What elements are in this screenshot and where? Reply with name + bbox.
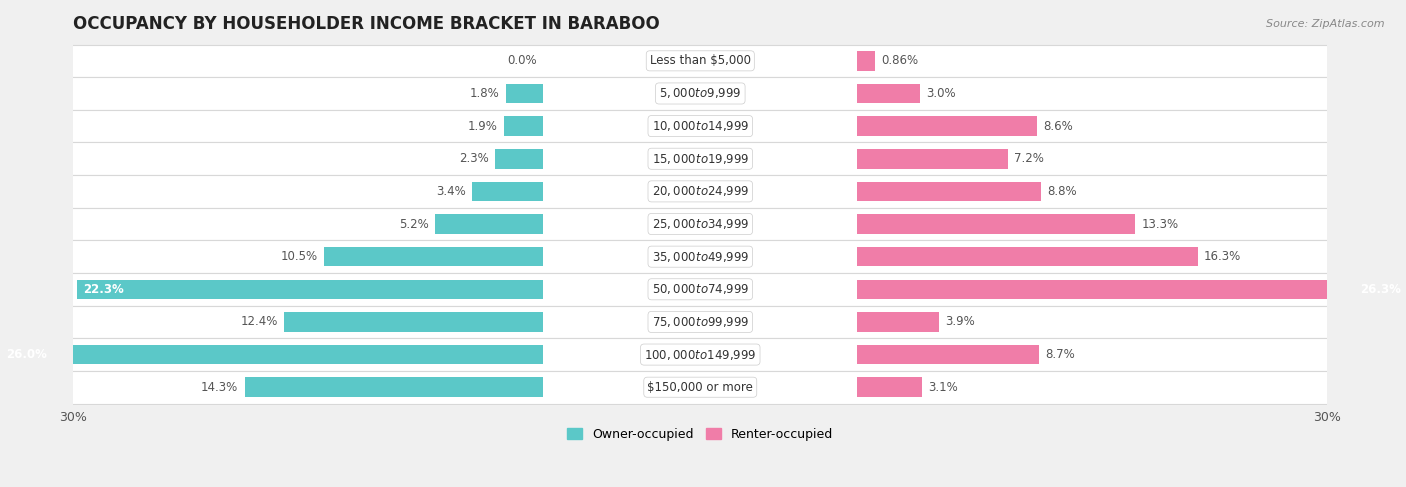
FancyBboxPatch shape — [63, 338, 1339, 371]
Text: OCCUPANCY BY HOUSEHOLDER INCOME BRACKET IN BARABOO: OCCUPANCY BY HOUSEHOLDER INCOME BRACKET … — [73, 15, 659, 33]
Bar — [858, 116, 1036, 136]
Text: 3.0%: 3.0% — [927, 87, 956, 100]
Text: $35,000 to $49,999: $35,000 to $49,999 — [651, 250, 749, 263]
Text: 13.3%: 13.3% — [1142, 218, 1178, 230]
Text: 12.4%: 12.4% — [240, 316, 278, 328]
Bar — [0, 345, 544, 364]
Text: 3.4%: 3.4% — [436, 185, 467, 198]
Text: 5.2%: 5.2% — [399, 218, 429, 230]
Bar — [858, 345, 1039, 364]
Text: 1.8%: 1.8% — [470, 87, 499, 100]
Bar — [858, 247, 1198, 266]
Text: 10.5%: 10.5% — [281, 250, 318, 263]
Text: $150,000 or more: $150,000 or more — [647, 381, 754, 393]
Text: $25,000 to $34,999: $25,000 to $34,999 — [651, 217, 749, 231]
Text: 22.3%: 22.3% — [83, 283, 124, 296]
Bar — [858, 182, 1040, 201]
Bar — [284, 312, 544, 332]
Bar — [858, 214, 1135, 234]
Bar — [495, 149, 544, 169]
Text: 16.3%: 16.3% — [1204, 250, 1241, 263]
Text: 2.3%: 2.3% — [460, 152, 489, 165]
Bar — [858, 51, 875, 71]
Bar — [77, 280, 544, 299]
FancyBboxPatch shape — [63, 175, 1339, 207]
Bar — [434, 214, 544, 234]
Text: 8.7%: 8.7% — [1045, 348, 1076, 361]
Bar — [858, 280, 1406, 299]
Text: 3.1%: 3.1% — [928, 381, 957, 393]
Bar — [858, 312, 939, 332]
Text: $15,000 to $19,999: $15,000 to $19,999 — [651, 152, 749, 166]
Bar — [858, 377, 922, 397]
FancyBboxPatch shape — [63, 207, 1339, 241]
Bar — [323, 247, 544, 266]
Bar — [858, 149, 1008, 169]
Bar — [858, 84, 920, 103]
FancyBboxPatch shape — [63, 142, 1339, 175]
Text: 0.0%: 0.0% — [508, 55, 537, 67]
FancyBboxPatch shape — [63, 241, 1339, 273]
Text: $20,000 to $24,999: $20,000 to $24,999 — [651, 185, 749, 198]
Text: $75,000 to $99,999: $75,000 to $99,999 — [651, 315, 749, 329]
Bar — [245, 377, 544, 397]
Bar — [503, 116, 544, 136]
Text: Source: ZipAtlas.com: Source: ZipAtlas.com — [1267, 19, 1385, 30]
Text: $50,000 to $74,999: $50,000 to $74,999 — [651, 282, 749, 296]
Text: 14.3%: 14.3% — [201, 381, 238, 393]
Text: 1.9%: 1.9% — [468, 120, 498, 132]
Legend: Owner-occupied, Renter-occupied: Owner-occupied, Renter-occupied — [562, 423, 838, 446]
Text: $5,000 to $9,999: $5,000 to $9,999 — [659, 87, 741, 100]
Text: 26.0%: 26.0% — [6, 348, 46, 361]
Text: 7.2%: 7.2% — [1014, 152, 1043, 165]
Bar — [472, 182, 544, 201]
Text: 0.86%: 0.86% — [882, 55, 918, 67]
Text: 8.6%: 8.6% — [1043, 120, 1073, 132]
FancyBboxPatch shape — [63, 110, 1339, 142]
FancyBboxPatch shape — [63, 44, 1339, 77]
FancyBboxPatch shape — [63, 371, 1339, 404]
FancyBboxPatch shape — [63, 306, 1339, 338]
Bar — [506, 84, 544, 103]
Text: 3.9%: 3.9% — [945, 316, 974, 328]
Text: $10,000 to $14,999: $10,000 to $14,999 — [651, 119, 749, 133]
Text: $100,000 to $149,999: $100,000 to $149,999 — [644, 348, 756, 361]
Text: 8.8%: 8.8% — [1047, 185, 1077, 198]
FancyBboxPatch shape — [63, 77, 1339, 110]
FancyBboxPatch shape — [63, 273, 1339, 306]
Text: Less than $5,000: Less than $5,000 — [650, 55, 751, 67]
Text: 26.3%: 26.3% — [1360, 283, 1400, 296]
